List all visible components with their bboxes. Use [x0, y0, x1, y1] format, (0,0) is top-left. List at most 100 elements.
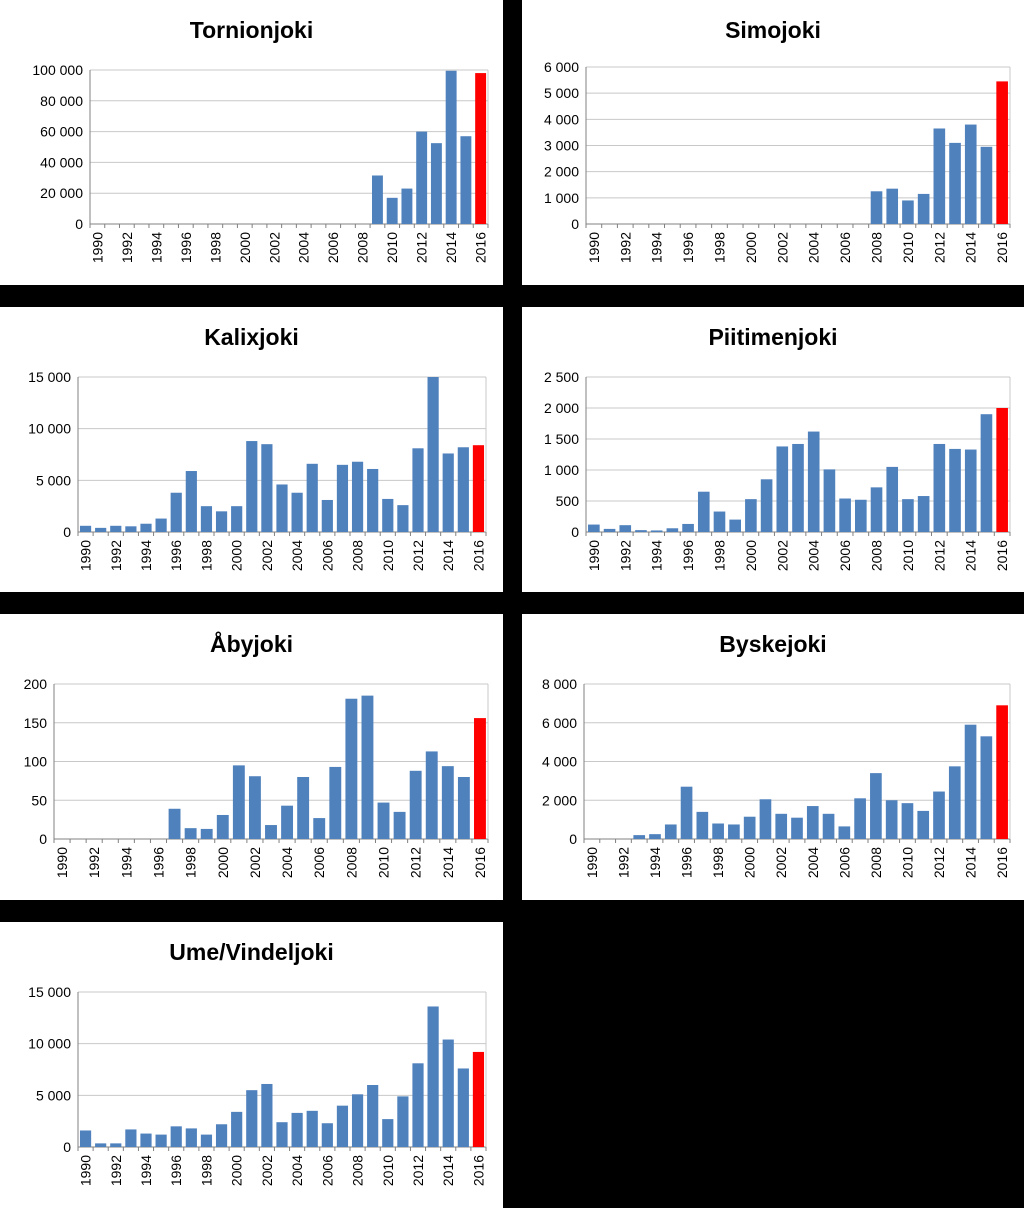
bar-2011 [397, 1096, 409, 1147]
bar-2008 [870, 487, 883, 532]
chart-title: Piitimenjoki [708, 324, 837, 350]
chart-title: Ume/Vindeljoki [169, 939, 333, 965]
chart-title: Tornionjoki [190, 17, 314, 43]
y-tick-label: 100 000 [32, 62, 83, 78]
x-tick-label: 2000 [237, 232, 253, 263]
x-tick-label: 2000 [215, 847, 231, 878]
bar-2011 [393, 811, 406, 839]
x-tick-label: 1990 [586, 540, 602, 571]
bar-2003 [276, 1122, 288, 1147]
bar-1996 [682, 523, 694, 532]
x-tick-label: 2010 [384, 232, 400, 263]
bar-1993 [125, 526, 137, 532]
bar-2003 [265, 825, 277, 839]
bar-1995 [155, 518, 167, 532]
bar-2002 [775, 813, 788, 839]
bar-1990 [79, 525, 92, 532]
bar-2000 [745, 499, 757, 532]
x-tick-label: 1996 [168, 540, 184, 571]
x-tick-label: 2010 [899, 847, 915, 878]
bar-1999 [215, 511, 228, 532]
bar-2007 [336, 1105, 349, 1147]
bar-1998 [184, 828, 197, 839]
x-tick-label: 1998 [183, 847, 199, 878]
x-tick-label: 1992 [119, 232, 135, 263]
x-tick-label: 2000 [229, 540, 245, 571]
chart-title: Kalixjoki [204, 324, 299, 350]
bar-1998 [712, 823, 724, 839]
x-tick-label: 2004 [806, 232, 822, 263]
x-tick-label: 2004 [806, 540, 822, 571]
bar-1990 [588, 524, 600, 532]
y-tick-label: 50 [31, 792, 47, 808]
x-tick-label: 2014 [963, 847, 979, 878]
x-tick-label: 2004 [289, 1155, 305, 1186]
bar-highlight-2016 [996, 81, 1008, 225]
bar-1993 [125, 1129, 137, 1147]
bar-1996 [170, 1126, 182, 1147]
y-tick-label: 80 000 [40, 93, 83, 109]
x-tick-label: 1998 [207, 232, 223, 263]
bar-1999 [215, 1124, 228, 1147]
bar-2010 [901, 803, 914, 839]
bar-2013 [948, 766, 961, 839]
bar-highlight-2016 [996, 408, 1008, 532]
x-tick-label: 1998 [711, 232, 727, 263]
x-tick-label: 2012 [931, 847, 947, 878]
bar-2009 [885, 800, 898, 839]
x-tick-label: 1992 [617, 540, 633, 571]
bar-2013 [430, 143, 442, 224]
chart-title: Simojoki [725, 17, 821, 43]
bar-1996 [680, 786, 693, 839]
y-tick-label: 40 000 [40, 154, 83, 170]
x-tick-label: 2012 [410, 1155, 426, 1186]
bar-1998 [200, 1134, 213, 1147]
y-tick-label: 0 [63, 1139, 71, 1155]
x-tick-label: 2002 [774, 540, 790, 571]
x-tick-label: 2000 [229, 1155, 245, 1186]
bar-1992 [110, 1143, 122, 1147]
x-tick-label: 2008 [350, 540, 366, 571]
bar-2009 [361, 695, 374, 839]
bar-2007 [855, 499, 867, 532]
x-tick-label: 2000 [743, 232, 759, 263]
bar-2004 [807, 431, 820, 532]
bar-chart-piitimenjoki: Piitimenjoki 0 500 1 000 1 500 2 000 2 500 1990… [544, 324, 1011, 571]
bar-1997 [168, 808, 181, 839]
bar-1999 [200, 828, 213, 839]
bar-chart-kalixjoki: Kalixjoki 0 5 000 10 000 15 000 1990 1992 1994 1… [28, 324, 487, 571]
bar-2009 [371, 175, 383, 224]
x-tick-label: 2014 [963, 232, 979, 263]
x-tick-label: 1994 [118, 847, 134, 878]
y-tick-label: 3 000 [544, 138, 579, 154]
bar-1991 [603, 528, 616, 532]
y-tick-label: 1 500 [544, 431, 579, 447]
x-tick-label: 1992 [108, 1155, 124, 1186]
x-tick-label: 1996 [168, 1155, 184, 1186]
bar-2013 [949, 142, 961, 224]
bar-chart-byskejoki: Byskejoki 0 2 000 4 000 6 000 8 000 1990 1992 19… [542, 631, 1011, 878]
bar-2010 [902, 499, 914, 532]
bar-2001 [246, 1090, 258, 1147]
x-tick-label: 2002 [259, 1155, 275, 1186]
y-tick-label: 20 000 [40, 185, 83, 201]
bar-2005 [306, 1110, 318, 1147]
x-tick-label: 1994 [148, 232, 164, 263]
y-tick-label: 15 000 [28, 984, 71, 1000]
x-tick-label: 2004 [296, 232, 312, 263]
y-tick-label: 8 000 [542, 676, 577, 692]
bar-2014 [442, 1039, 454, 1147]
x-tick-label: 2006 [836, 847, 852, 878]
y-tick-label: 60 000 [40, 124, 83, 140]
bar-2012 [933, 791, 945, 839]
y-tick-label: 15 000 [28, 369, 71, 385]
x-tick-label: 2016 [994, 540, 1010, 571]
bar-2012 [412, 448, 424, 532]
bar-2008 [351, 1094, 364, 1147]
bar-1997 [185, 471, 197, 532]
bar-1997 [696, 811, 709, 839]
x-tick-label: 2010 [900, 232, 916, 263]
bar-2010 [382, 1119, 394, 1147]
x-tick-label: 1994 [649, 232, 665, 263]
bar-2015 [457, 777, 470, 839]
